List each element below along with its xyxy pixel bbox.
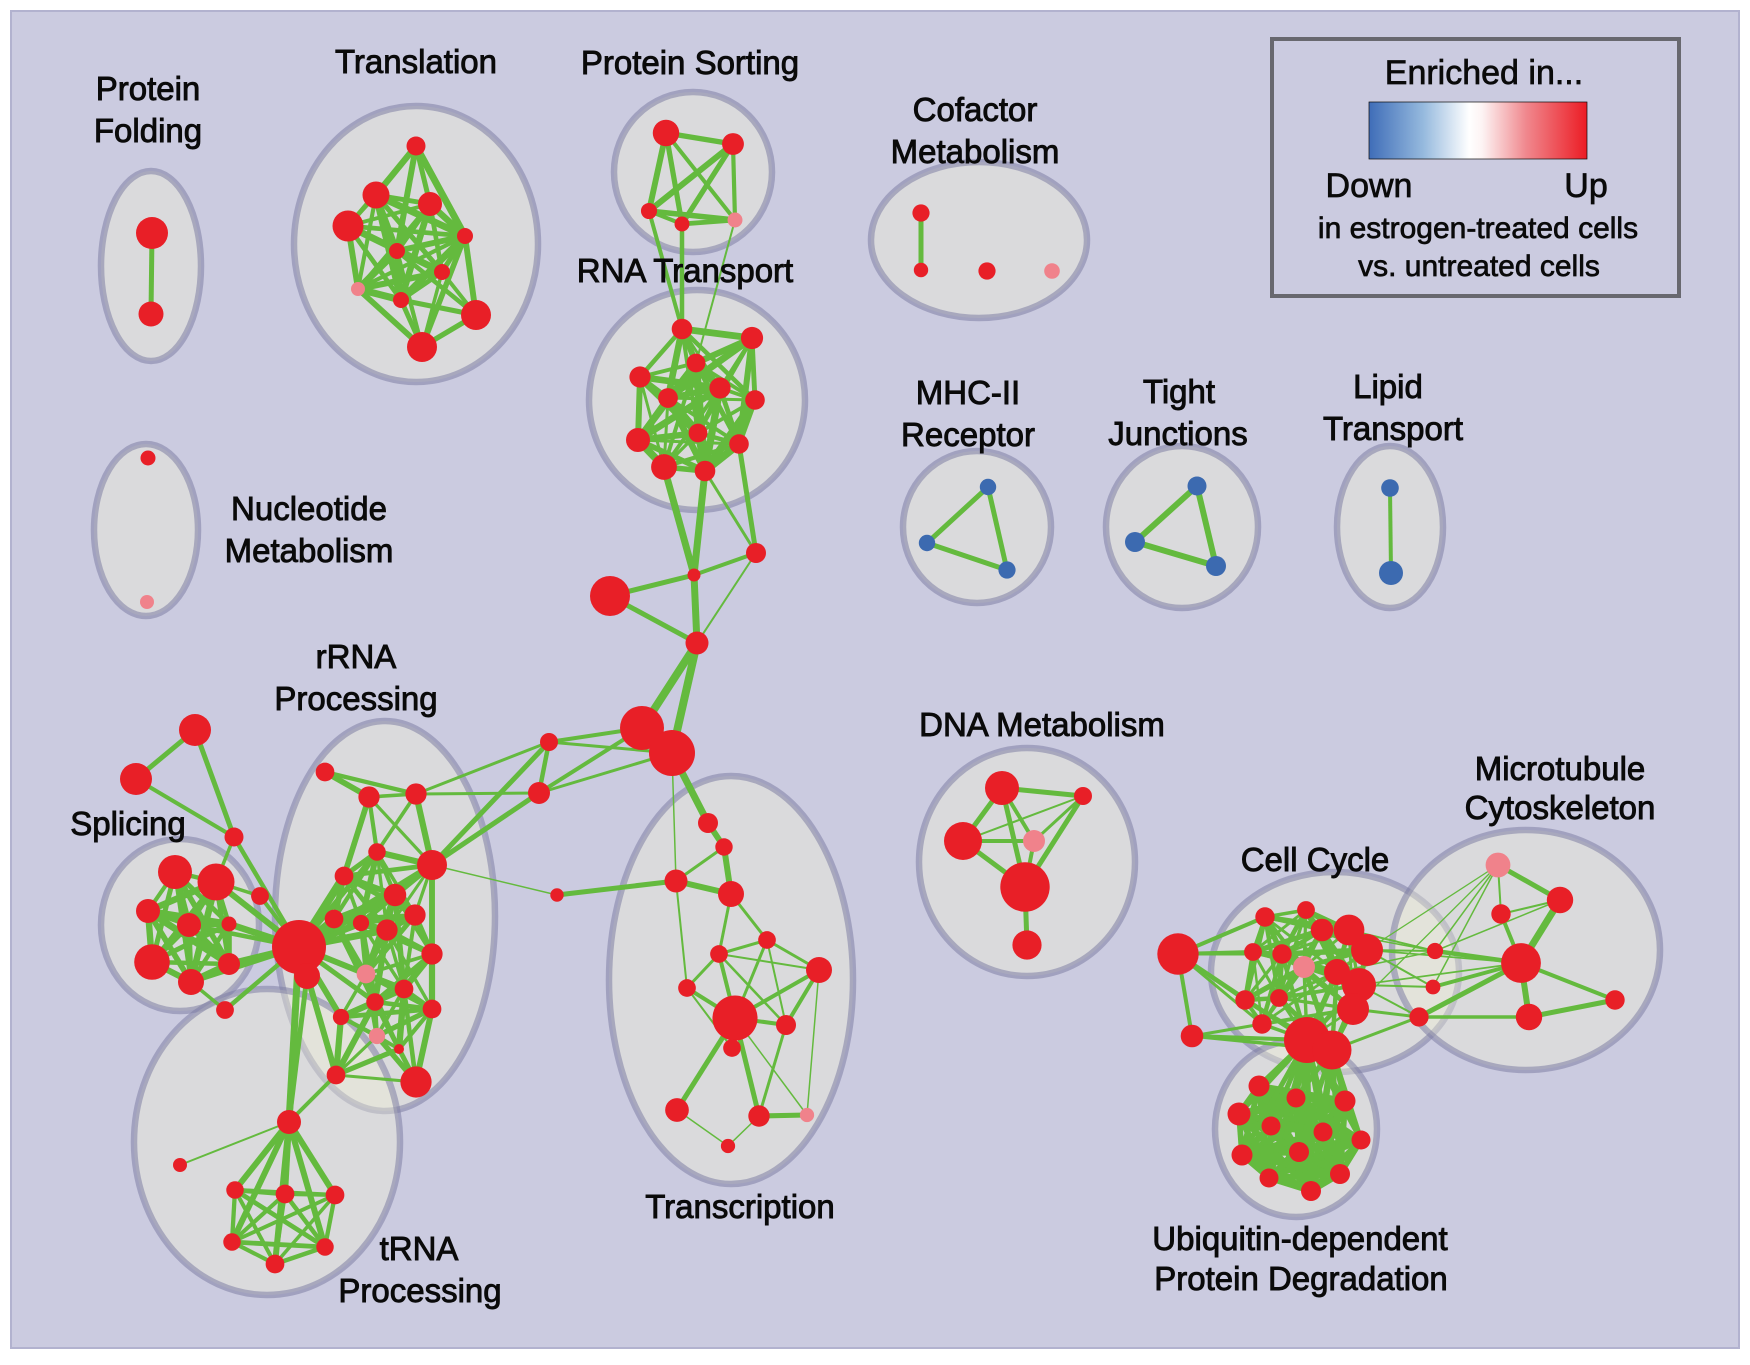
svg-text:Junctions: Junctions — [1108, 415, 1247, 452]
svg-text:Protein Degradation: Protein Degradation — [1154, 1260, 1448, 1297]
svg-text:Ubiquitin-dependent: Ubiquitin-dependent — [1152, 1220, 1447, 1257]
svg-text:vs. untreated cells: vs. untreated cells — [1358, 250, 1600, 283]
svg-text:Microtubule: Microtubule — [1475, 750, 1646, 787]
svg-text:MHC-II: MHC-II — [916, 374, 1020, 411]
svg-text:in estrogen-treated cells: in estrogen-treated cells — [1318, 212, 1638, 245]
svg-text:Transport: Transport — [1323, 410, 1463, 447]
svg-text:RNA Transport: RNA Transport — [577, 252, 793, 289]
svg-text:Nucleotide: Nucleotide — [231, 490, 387, 527]
svg-text:Down: Down — [1326, 167, 1413, 205]
svg-text:Up: Up — [1564, 167, 1607, 205]
svg-text:Transcription: Transcription — [645, 1188, 835, 1225]
svg-text:Cofactor: Cofactor — [913, 91, 1038, 128]
svg-text:Protein Sorting: Protein Sorting — [581, 44, 799, 81]
svg-text:Cytoskeleton: Cytoskeleton — [1465, 789, 1656, 826]
svg-text:rRNA: rRNA — [316, 638, 397, 675]
svg-text:Translation: Translation — [335, 43, 497, 80]
svg-text:Tight: Tight — [1143, 373, 1215, 410]
svg-text:Metabolism: Metabolism — [891, 133, 1060, 170]
svg-text:Enriched in...: Enriched in... — [1385, 54, 1583, 92]
svg-text:Folding: Folding — [94, 112, 202, 149]
svg-text:Metabolism: Metabolism — [225, 532, 394, 569]
svg-text:Cell Cycle: Cell Cycle — [1241, 841, 1390, 878]
svg-text:Protein: Protein — [96, 70, 201, 107]
svg-text:Receptor: Receptor — [901, 416, 1035, 453]
svg-text:Lipid: Lipid — [1353, 368, 1423, 405]
svg-text:Processing: Processing — [338, 1272, 501, 1309]
svg-text:Splicing: Splicing — [70, 805, 186, 842]
svg-text:tRNA: tRNA — [380, 1230, 459, 1267]
svg-text:Processing: Processing — [274, 680, 437, 717]
svg-text:DNA Metabolism: DNA Metabolism — [919, 706, 1165, 743]
